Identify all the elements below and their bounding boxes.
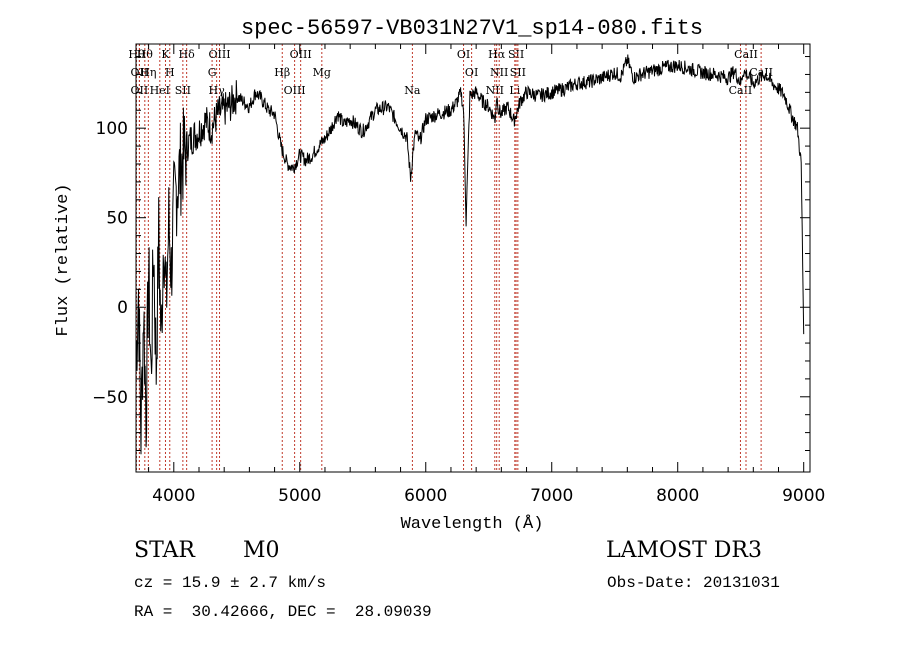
line-marker-label: H [165,66,175,79]
y-axis-label: Flux (relative) [54,183,73,336]
line-marker-label: CaII [734,48,758,61]
emission-line-markers: HθOIIOIIHθHηHeIKHSIIHδGHγOIIIHβOIIIOIIIM… [128,44,773,472]
line-marker-label: Hθ [137,48,154,61]
line-marker-label: Hβ [274,66,290,79]
x-tick-label: 8000 [656,486,699,506]
line-marker-label: Hη [140,66,156,79]
line-marker-label: Li [509,84,520,97]
line-marker-label: SII [510,66,526,79]
line-marker-label: OIII [284,84,306,97]
line-marker-label: OIII [290,48,312,61]
line-marker-label: OI [465,66,478,79]
line-marker-label: NII [490,66,508,79]
x-tick-label: 4000 [152,486,195,506]
x-tick-label: 5000 [278,486,321,506]
object-class: STAR [134,538,195,563]
x-tick-label: 6000 [404,486,447,506]
line-marker-label: OI [457,48,470,61]
y-tick-label: −50 [92,388,128,408]
object-subclass: M0 [243,538,280,563]
survey-label: LAMOST DR3 [606,538,762,563]
spectrum-line [135,54,805,455]
line-marker-label: Hγ [209,84,226,97]
chart-title: spec-56597-VB031N27V1_sp14-080.fits [241,16,703,41]
line-marker-label: OIII [208,48,230,61]
plot-frame [135,43,811,473]
redshift-cz: cz = 15.9 ± 2.7 km/s [134,574,327,592]
line-marker-label: SII [508,48,524,61]
y-tick-label: 50 [106,209,128,229]
axis-ticks [136,44,810,472]
line-marker-label: HeI [150,84,170,97]
ra-dec-coordinates: RA = 30.42666, DEC = 28.09039 [134,603,432,621]
line-marker-label: K [161,48,170,61]
y-tick-label: 0 [117,298,128,318]
tick-labels: 4000 5000 6000 7000 8000 9000 −50 0 50 100 [92,119,825,506]
line-marker-label: CaII [749,66,773,79]
observation-date: Obs-Date: 20131031 [607,574,780,592]
line-marker-label: SII [175,84,191,97]
line-marker-label: Na [404,84,421,97]
line-marker-label: OII [131,84,149,97]
x-tick-label: 9000 [782,486,825,506]
line-marker-label: Hθ [128,48,145,61]
y-tick-label: 100 [96,119,128,139]
x-axis-label: Wavelength (Å) [401,515,544,534]
line-marker-label: CaII [729,84,753,97]
line-marker-label: NII [486,84,504,97]
line-marker-label: Hα [488,48,506,61]
x-tick-label: 7000 [530,486,573,506]
line-marker-label: Mg [313,66,331,79]
line-marker-label: G [208,66,217,79]
line-marker-label: Hδ [179,48,196,61]
